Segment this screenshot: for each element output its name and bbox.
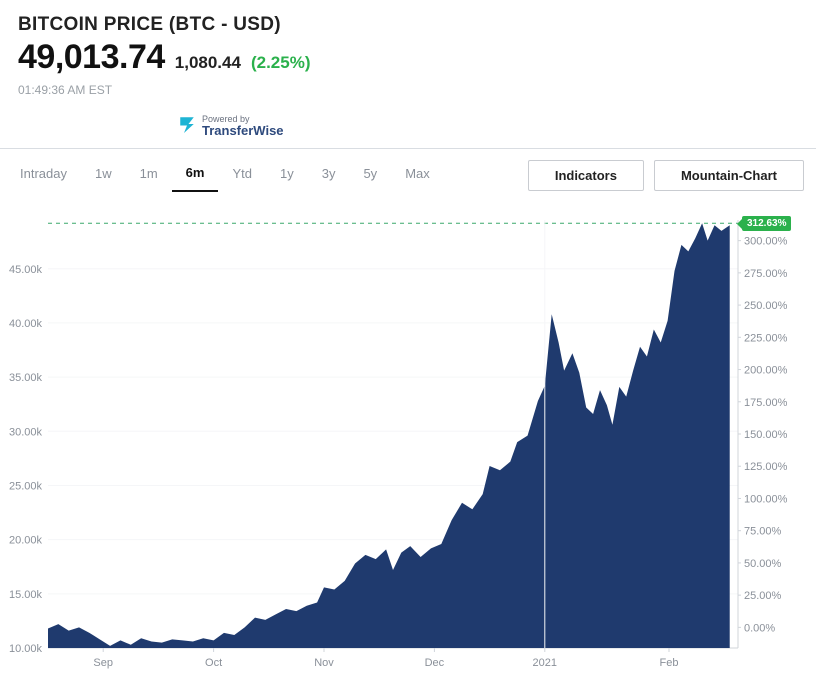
- change-percent: (2.25%): [251, 53, 311, 73]
- svg-text:Nov: Nov: [314, 657, 334, 669]
- svg-text:150.00%: 150.00%: [744, 429, 788, 441]
- range-tab-intraday[interactable]: Intraday: [6, 159, 81, 192]
- range-tab-max[interactable]: Max: [391, 159, 444, 192]
- svg-text:0.00%: 0.00%: [744, 623, 775, 635]
- transferwise-icon: [178, 115, 196, 138]
- chart-type-button[interactable]: Mountain-Chart: [654, 160, 804, 191]
- svg-text:75.00%: 75.00%: [744, 526, 782, 538]
- svg-text:50.00%: 50.00%: [744, 558, 782, 570]
- range-tab-6m[interactable]: 6m: [172, 159, 219, 192]
- svg-text:Sep: Sep: [93, 657, 113, 669]
- svg-text:15.00k: 15.00k: [9, 589, 43, 601]
- controls-bar: Intraday1w1m6mYtd1y3y5yMax Indicators Mo…: [0, 149, 816, 198]
- svg-text:20.00k: 20.00k: [9, 535, 43, 547]
- svg-text:30.00k: 30.00k: [9, 427, 43, 439]
- time-range-tabs: Intraday1w1m6mYtd1y3y5yMax: [6, 159, 444, 192]
- svg-text:Oct: Oct: [205, 657, 222, 669]
- range-tab-3y[interactable]: 3y: [308, 159, 350, 192]
- svg-text:10.00k: 10.00k: [9, 643, 43, 655]
- svg-text:250.00%: 250.00%: [744, 300, 788, 312]
- svg-text:25.00%: 25.00%: [744, 590, 782, 602]
- svg-text:Dec: Dec: [425, 657, 445, 669]
- svg-text:100.00%: 100.00%: [744, 494, 788, 506]
- range-tab-1w[interactable]: 1w: [81, 159, 126, 192]
- range-tab-ytd[interactable]: Ytd: [218, 159, 266, 192]
- svg-text:300.00%: 300.00%: [744, 236, 788, 248]
- change-absolute: 1,080.44: [175, 53, 241, 73]
- current-price: 49,013.74: [18, 38, 165, 77]
- svg-text:45.00k: 45.00k: [9, 264, 43, 276]
- svg-text:225.00%: 225.00%: [744, 333, 788, 345]
- svg-text:35.00k: 35.00k: [9, 372, 43, 384]
- svg-text:175.00%: 175.00%: [744, 397, 788, 409]
- svg-text:25.00k: 25.00k: [9, 481, 43, 493]
- price-row: 49,013.74 1,080.44 (2.25%): [18, 38, 798, 77]
- svg-text:275.00%: 275.00%: [744, 268, 788, 280]
- svg-text:125.00%: 125.00%: [744, 462, 788, 474]
- svg-text:40.00k: 40.00k: [9, 318, 43, 330]
- powered-by[interactable]: Powered by TransferWise: [178, 115, 798, 138]
- range-tab-1y[interactable]: 1y: [266, 159, 308, 192]
- powered-by-brand: TransferWise: [202, 124, 284, 138]
- svg-text:Feb: Feb: [660, 657, 679, 669]
- timestamp: 01:49:36 AM EST: [18, 83, 798, 97]
- page-title: BITCOIN PRICE (BTC - USD): [18, 14, 798, 36]
- range-tab-1m[interactable]: 1m: [126, 159, 172, 192]
- price-chart[interactable]: 10.00k 15.00k 20.00k 25.00k 30.00k 35.00k 40.0…: [6, 206, 796, 676]
- range-tab-5y[interactable]: 5y: [349, 159, 391, 192]
- indicators-button[interactable]: Indicators: [528, 160, 644, 191]
- svg-text:200.00%: 200.00%: [744, 365, 788, 377]
- chart-container: 10.00k 15.00k 20.00k 25.00k 30.00k 35.00k 40.0…: [0, 198, 816, 676]
- svg-text:2021: 2021: [533, 657, 557, 669]
- percent-change-badge: 312.63%: [742, 216, 791, 231]
